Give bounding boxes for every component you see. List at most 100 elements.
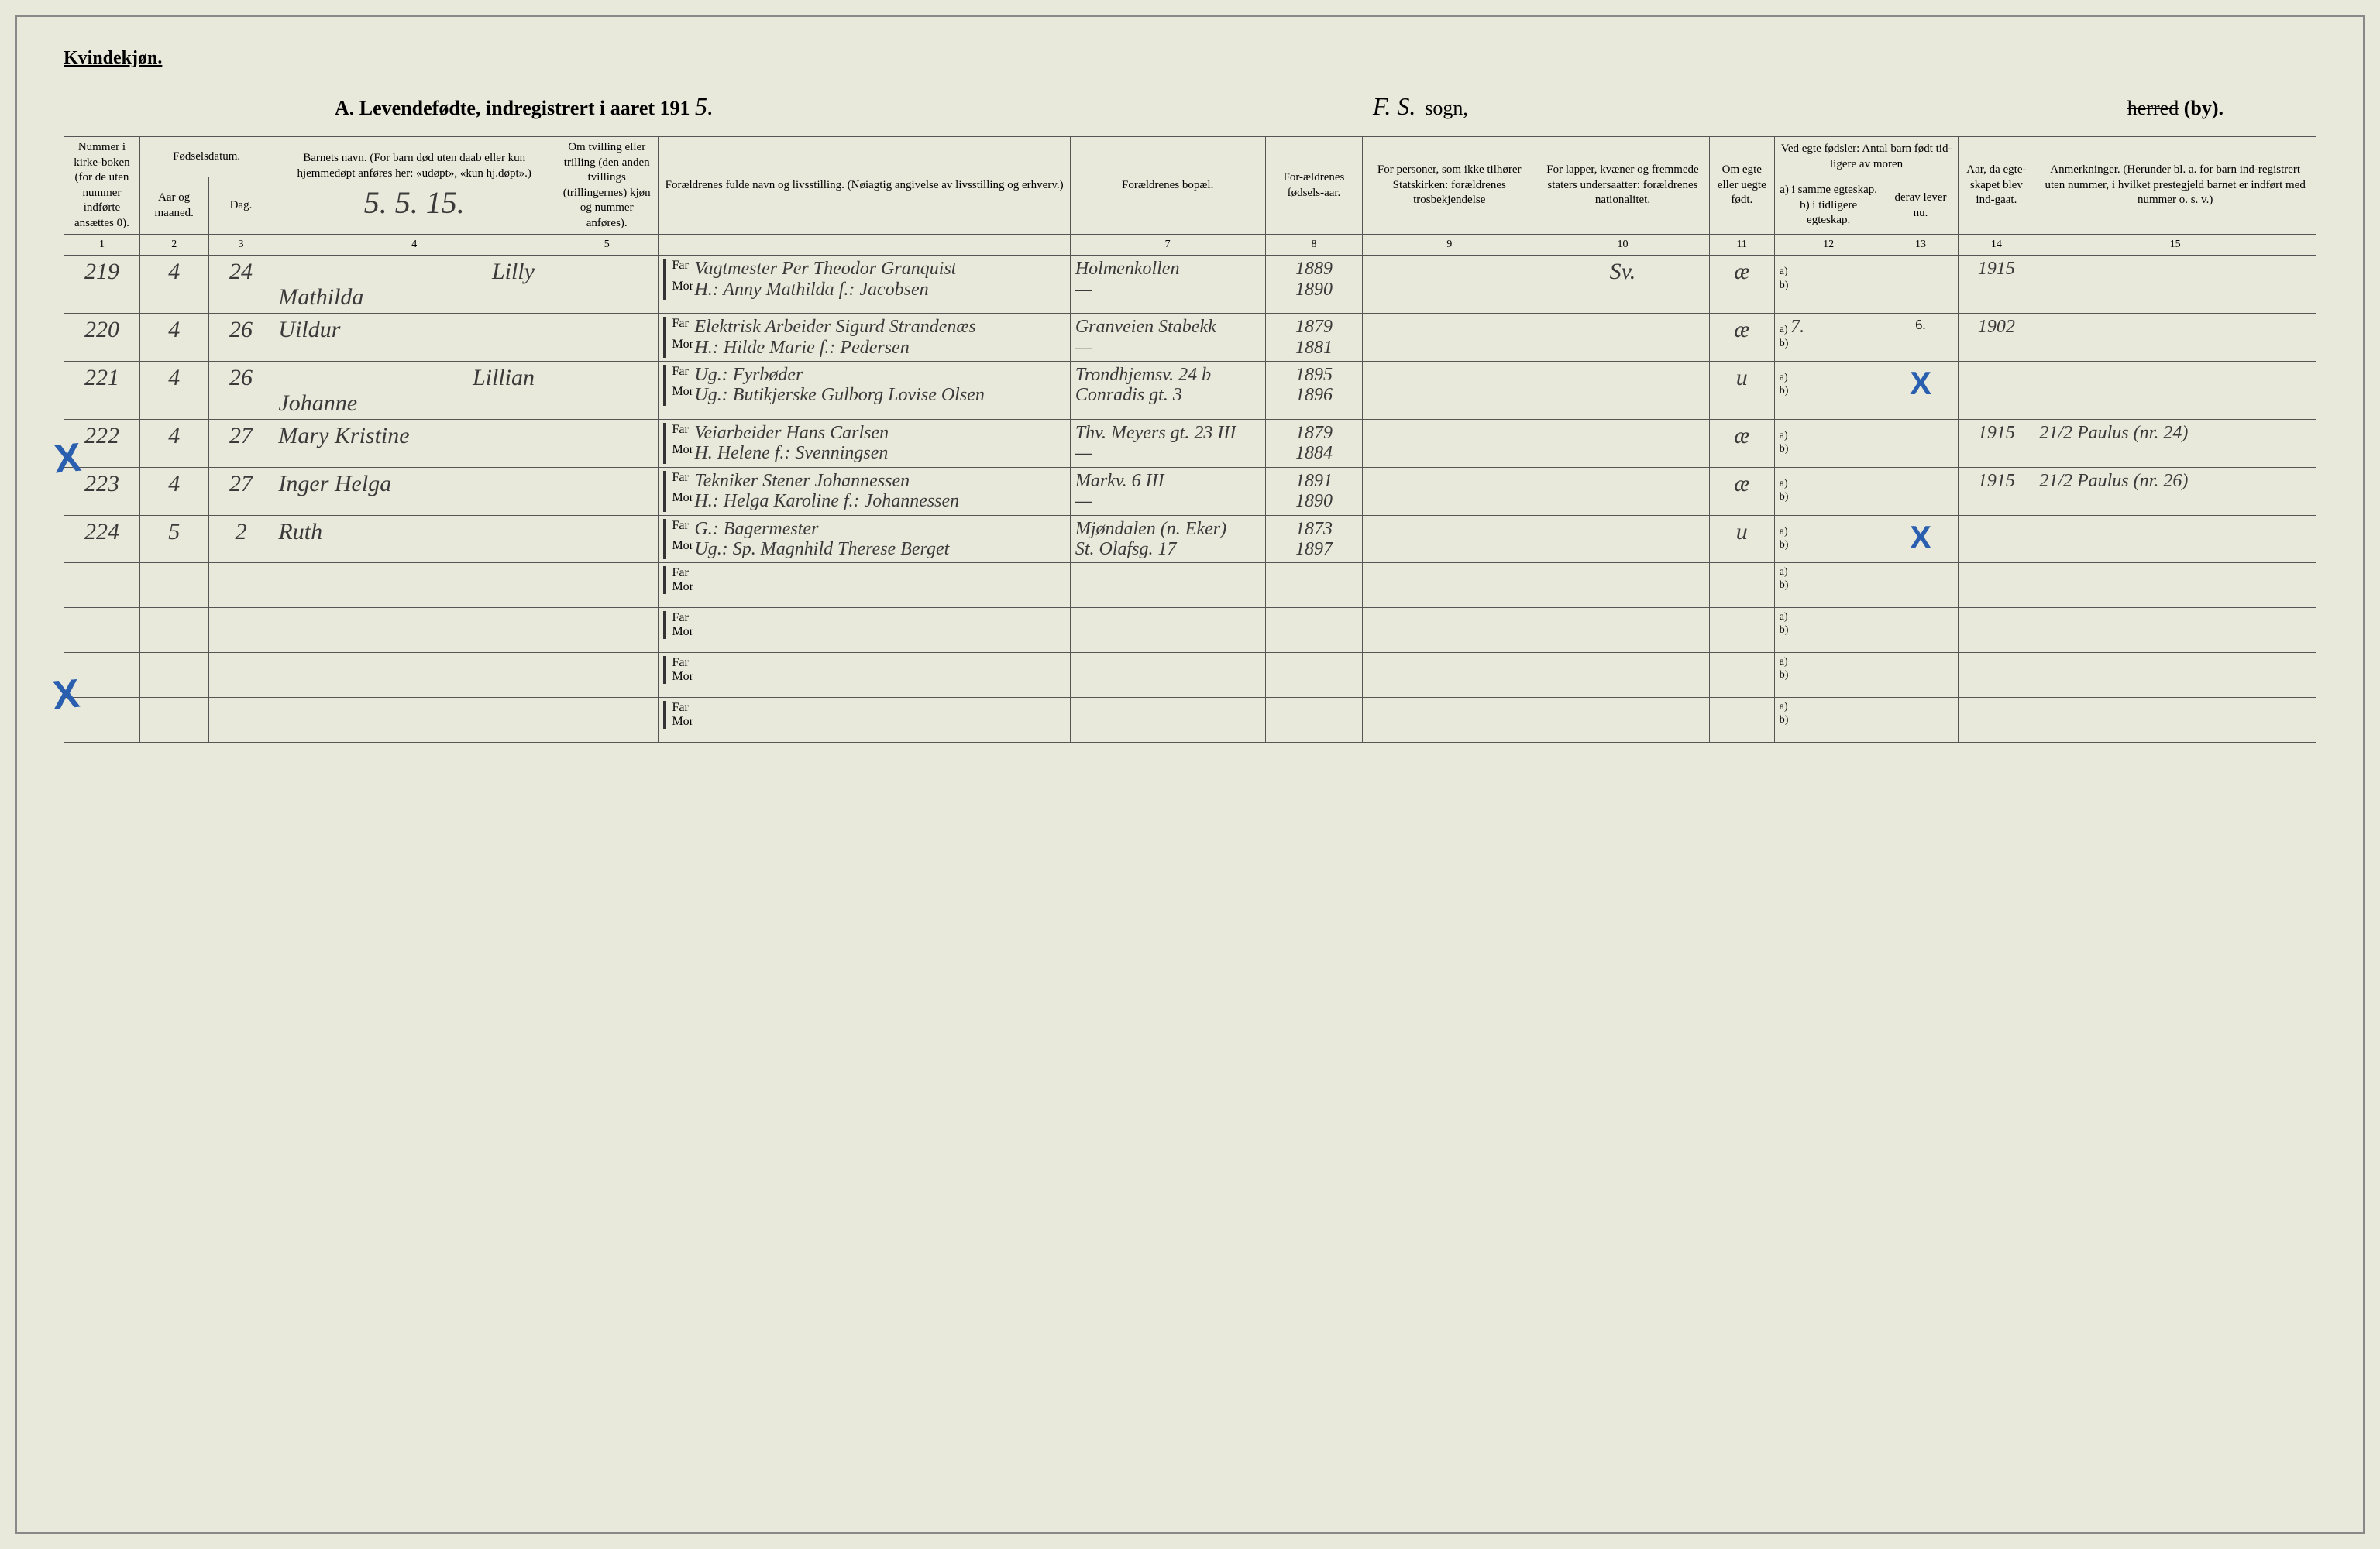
mor-text: H.: Anny Mathilda f.: Jacobsen [694, 280, 1064, 300]
col-tvilling: Om tvilling eller trilling (den anden tv… [555, 137, 658, 235]
cell-egte: æ [1709, 256, 1774, 314]
col-derav: derav lever nu. [1883, 177, 1959, 235]
far-label: Far [663, 566, 694, 580]
cell-lapper: Sv. [1536, 256, 1710, 314]
far-text [694, 701, 1064, 715]
cell-forseldre: FarTekniker Stener JohannessenMorH.: Hel… [659, 467, 1070, 515]
cell-nummer: 219 [64, 256, 140, 314]
mor-text: Ug.: Butikjerske Gulborg Lovise Olsen [694, 385, 1064, 405]
cell-dag: 27 [208, 467, 273, 515]
far-label: Far [663, 259, 694, 279]
mor-label: Mor [663, 670, 694, 684]
mor-label: Mor [663, 443, 694, 463]
col-dag: Dag. [208, 177, 273, 235]
cell-derav [1883, 419, 1959, 467]
cell-navn: LillyMathilda [273, 256, 555, 314]
far-label: Far [663, 423, 694, 443]
cell-ab: a) b) [1774, 467, 1883, 515]
cell-forseldre: FarG.: BagermesterMorUg.: Sp. Magnhild T… [659, 515, 1070, 563]
col-forseldre: Forældrenes fulde navn og livsstilling. … [659, 137, 1070, 235]
cell-dag: 26 [208, 361, 273, 419]
table-row-blank: FarMora)b) [64, 563, 2316, 608]
colnum: 15 [2034, 235, 2316, 256]
table-body: 219424LillyMathildaFarVagtmester Per The… [64, 256, 2316, 743]
table-row: 22452RuthFarG.: BagermesterMorUg.: Sp. M… [64, 515, 2316, 563]
cell-anm [2034, 361, 2316, 419]
cell-dag: 26 [208, 314, 273, 362]
cell-bopael: Markv. 6 III— [1070, 467, 1265, 515]
table-row: 220426UildurFarElektrisk Arbeider Sigurd… [64, 314, 2316, 362]
mor-text: H.: Hilde Marie f.: Pedersen [694, 338, 1064, 358]
colnum [659, 235, 1070, 256]
cell-statskirke [1363, 314, 1536, 362]
mor-text [694, 580, 1064, 594]
cell-fodselsaar: 18791881 [1265, 314, 1363, 362]
cell-fodselsaar: 18951896 [1265, 361, 1363, 419]
far-text [694, 656, 1064, 670]
cell-derav: 6. [1883, 314, 1959, 362]
far-text: G.: Bagermester [694, 519, 1064, 539]
far-text: Vagtmester Per Theodor Granquist [694, 259, 1064, 279]
cell-lapper [1536, 314, 1710, 362]
cell-ab: a) 7.b) [1774, 314, 1883, 362]
cell-forseldre: FarMor [659, 608, 1070, 653]
far-label: Far [663, 611, 694, 625]
cell-forseldre: FarUg.: FyrbøderMorUg.: Butikjerske Gulb… [659, 361, 1070, 419]
cell-bopael: Granveien Stabekk— [1070, 314, 1265, 362]
cell-tvilling [555, 467, 658, 515]
cell-navn: Mary Kristine [273, 419, 555, 467]
far-label: Far [663, 317, 694, 337]
cell-statskirke [1363, 515, 1536, 563]
cell-dag: 2 [208, 515, 273, 563]
cell-bopael: Mjøndalen (n. Eker)St. Olafsg. 17 [1070, 515, 1265, 563]
colnum: 7 [1070, 235, 1265, 256]
cell-derav: X [1883, 361, 1959, 419]
table-row: 221426LillianJohanneFarUg.: FyrbøderMorU… [64, 361, 2316, 419]
cell-statskirke [1363, 361, 1536, 419]
cell-dag: 24 [208, 256, 273, 314]
colnum: 1 [64, 235, 140, 256]
far-text: Elektrisk Arbeider Sigurd Strandenæs [694, 317, 1064, 337]
cell-statskirke [1363, 467, 1536, 515]
cell-nummer: 221 [64, 361, 140, 419]
cell-egte: æ [1709, 419, 1774, 467]
col-aar: Aar og maaned. [139, 177, 208, 235]
cell-ab: a)b) [1774, 563, 1883, 608]
colnum: 12 [1774, 235, 1883, 256]
col-nummer: Nummer i kirke-boken (for de uten nummer… [64, 137, 140, 235]
cell-lapper [1536, 467, 1710, 515]
cell-fodselsaar: 18791884 [1265, 419, 1363, 467]
cell-indgaat: 1902 [1959, 314, 2034, 362]
col-fodselsdatum-group: Fødselsdatum. [139, 137, 273, 177]
cell-ab: a) b) [1774, 256, 1883, 314]
colnum: 5 [555, 235, 658, 256]
cell-tvilling [555, 314, 658, 362]
cell-navn: LillianJohanne [273, 361, 555, 419]
colnum: 10 [1536, 235, 1710, 256]
cell-forseldre: FarMor [659, 653, 1070, 698]
colnum: 11 [1709, 235, 1774, 256]
cell-nummer: 224 [64, 515, 140, 563]
herred-field: herred (by). [2127, 97, 2224, 120]
cell-lapper [1536, 419, 1710, 467]
cell-forseldre: FarElektrisk Arbeider Sigurd StrandenæsM… [659, 314, 1070, 362]
cell-ab: a)b) [1774, 698, 1883, 743]
cell-fodselsaar: 18911890 [1265, 467, 1363, 515]
far-label: Far [663, 701, 694, 715]
colnum: 14 [1959, 235, 2034, 256]
cell-indgaat: 1915 [1959, 467, 2034, 515]
far-label: Far [663, 365, 694, 385]
mor-text: H.: Helga Karoline f.: Johannessen [694, 491, 1064, 511]
cell-derav: X [1883, 515, 1959, 563]
cell-aar: 4 [139, 467, 208, 515]
cell-egte: u [1709, 361, 1774, 419]
mor-text [694, 670, 1064, 684]
margin-x-mark-1: X [52, 434, 83, 483]
title-row: A. Levendefødte, indregistrert i aaret 1… [64, 92, 2316, 121]
cell-egte: æ [1709, 314, 1774, 362]
cell-tvilling [555, 361, 658, 419]
mor-label: Mor [663, 385, 694, 405]
far-text [694, 611, 1064, 625]
page-header: Kvindekjøn. A. Levendefødte, indregistre… [64, 48, 2316, 121]
cell-tvilling [555, 515, 658, 563]
